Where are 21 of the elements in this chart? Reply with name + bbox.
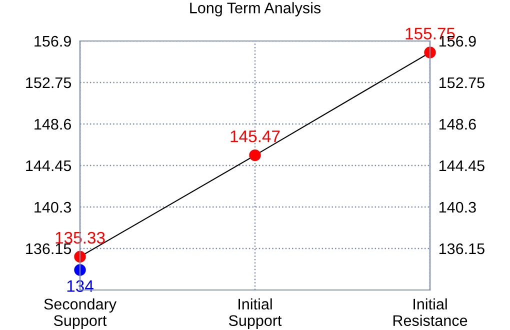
- point: [249, 149, 261, 162]
- y-tick-label: 140.3: [34, 202, 71, 213]
- x-tick-label: Initial Support: [228, 298, 282, 330]
- y-tick-label: 152.75: [26, 77, 72, 88]
- y-tick-label: 156.9: [34, 36, 71, 47]
- y2-tick-label: 144.45: [440, 160, 484, 172]
- y2-tick-label: 140.3: [440, 202, 476, 213]
- point: [74, 264, 86, 276]
- x-tick-label: Initial Resistance: [393, 298, 468, 326]
- data-label: 135.33: [56, 232, 105, 244]
- y-tick-label: 148.6: [34, 118, 71, 130]
- x-tick-label: Secondary Support: [44, 298, 116, 330]
- y2-tick-label: 152.75: [440, 77, 484, 88]
- y-tick-label: 144.45: [26, 160, 72, 172]
- y2-tick-label: 136.15: [440, 243, 484, 254]
- point: [74, 250, 86, 263]
- y-tick-label: 136.15: [26, 243, 72, 254]
- chart-title: Long Term Analysis: [190, 2, 321, 16]
- point: [424, 46, 436, 58]
- y2-tick-label: 148.6: [440, 118, 476, 130]
- data-label: 145.47: [230, 130, 280, 142]
